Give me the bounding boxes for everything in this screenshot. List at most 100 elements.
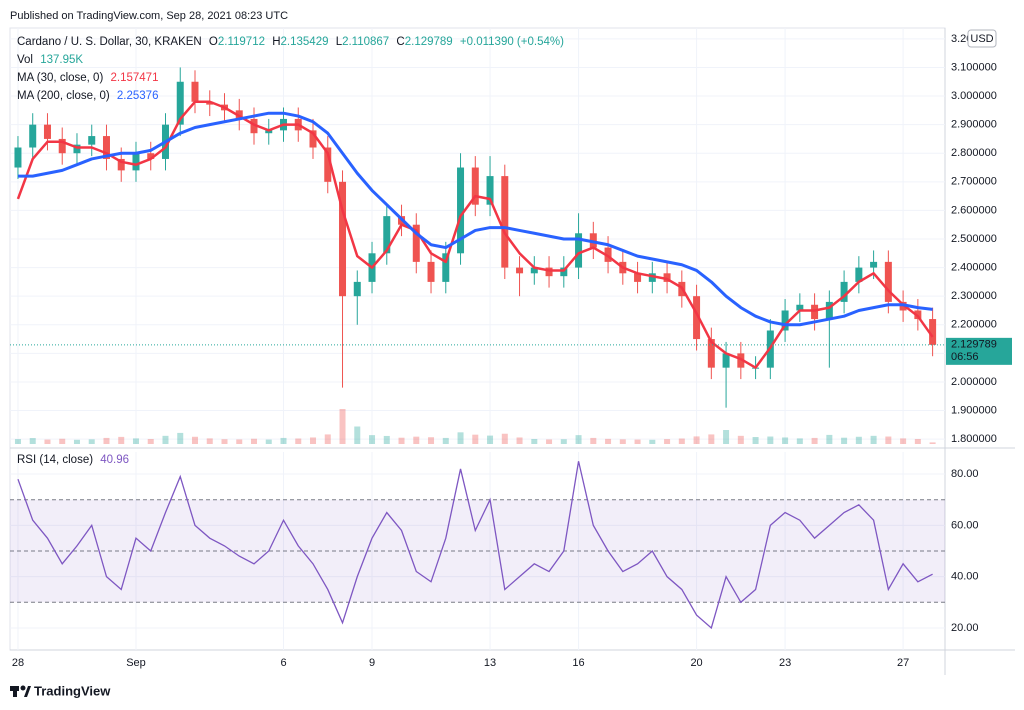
- y-tick-label: 2.000000: [951, 376, 997, 388]
- grid: [10, 28, 945, 650]
- y-tick-label: 3.100000: [951, 61, 997, 73]
- ma30-legend: MA (30, close, 0) 2.157471: [17, 72, 158, 84]
- volume-bar: [634, 439, 641, 444]
- volume-bar: [354, 426, 361, 444]
- volume-bar: [649, 439, 656, 444]
- ma-name: MA (30, close, 0): [17, 72, 103, 84]
- candle-body: [781, 310, 789, 331]
- currency: USD: [970, 33, 993, 45]
- x-tick-label: 27: [897, 657, 909, 669]
- volume-bar: [752, 437, 759, 444]
- candle-body: [339, 181, 347, 297]
- volume-bar: [162, 435, 169, 444]
- volume-bar: [251, 438, 258, 444]
- volume-bar: [605, 438, 612, 444]
- ohlc-value: 2.129789: [405, 36, 453, 48]
- candle-body: [324, 147, 332, 182]
- x-tick-label: 23: [779, 657, 791, 669]
- volume-bar: [855, 436, 862, 444]
- ma-name: MA (200, close, 0): [17, 90, 110, 102]
- candle-body: [884, 261, 892, 302]
- volume-bar: [723, 430, 730, 444]
- volume-bar: [339, 409, 346, 444]
- volume-bar: [177, 432, 184, 444]
- volume-value: 137.95K: [40, 54, 83, 66]
- ohlc-label: C: [396, 36, 404, 48]
- candle-body: [560, 267, 568, 277]
- candle-body: [427, 261, 435, 282]
- volume-bar: [73, 439, 80, 444]
- x-tick-label: Sep: [126, 657, 146, 669]
- volume-name: Vol: [17, 54, 33, 66]
- volume-bar: [546, 439, 553, 444]
- volume-bar: [265, 439, 272, 444]
- volume-bar: [590, 437, 597, 444]
- candle-body: [176, 81, 184, 125]
- x-tick-label: 6: [280, 657, 286, 669]
- ohlc-value: 2.119712: [218, 36, 265, 48]
- volume-bar: [59, 438, 66, 444]
- volume-bar: [560, 439, 567, 444]
- volume-bar: [442, 437, 449, 444]
- candle-body: [486, 176, 494, 205]
- volume-legend: Vol 137.95K: [17, 54, 83, 66]
- volume-bar: [398, 437, 405, 444]
- candle-body: [191, 81, 199, 102]
- volume-bar: [693, 436, 700, 444]
- candle-body: [648, 273, 656, 282]
- rsi-line: [17, 461, 933, 630]
- y-tick-label: 2.300000: [951, 290, 997, 302]
- last-price: 2.129789: [951, 338, 997, 350]
- volume-bar: [132, 438, 139, 444]
- y-tick-label: 1.800000: [951, 433, 997, 445]
- candle-body: [132, 153, 140, 171]
- x-tick-label: 20: [690, 657, 702, 669]
- rsi-value: 40.96: [100, 454, 129, 466]
- volume-bar: [310, 437, 317, 444]
- candle-body: [43, 124, 51, 139]
- volume-bar: [737, 435, 744, 444]
- candle-body: [855, 267, 863, 282]
- candle-body: [29, 124, 37, 148]
- candle-body: [707, 339, 715, 368]
- candle-body: [530, 267, 538, 274]
- moving-average: [17, 111, 933, 327]
- volume-bar: [900, 438, 907, 444]
- candle-body: [840, 281, 848, 302]
- volume-bar: [796, 438, 803, 444]
- rsi-title: RSI (14, close): [17, 454, 93, 466]
- y-tick-label: 20.00: [951, 622, 979, 634]
- logo-shape: [13, 686, 17, 697]
- volume-bar: [811, 437, 818, 444]
- volume-bar: [221, 439, 228, 444]
- countdown: 06:56: [951, 351, 979, 363]
- ohlc-label: L: [336, 36, 343, 48]
- marks: [10, 67, 945, 630]
- candle-body: [825, 301, 833, 320]
- candle-body: [383, 216, 391, 254]
- rsi-legend: RSI (14, close) 40.96: [17, 454, 129, 466]
- ohlc-label: H: [272, 36, 280, 48]
- volume-bar: [44, 439, 51, 444]
- candle-body: [206, 101, 214, 105]
- volume-bar: [295, 438, 302, 444]
- change: +0.011390 (+0.54%): [460, 36, 564, 48]
- candle-body: [929, 319, 937, 345]
- candle-body: [545, 267, 553, 277]
- candle-body: [870, 261, 878, 268]
- volume-bar: [487, 435, 494, 444]
- candle-body: [722, 353, 730, 368]
- candle-body: [353, 281, 361, 297]
- volume-bar: [14, 439, 21, 444]
- candle-body: [412, 224, 420, 262]
- volume-bar: [280, 437, 287, 444]
- y-tick-label: 2.500000: [951, 233, 997, 245]
- x-tick-label: 16: [572, 657, 584, 669]
- last-price-box: [946, 337, 1012, 365]
- volume-bar: [767, 436, 774, 444]
- y-tick-label: 2.200000: [951, 319, 997, 331]
- y-tick-label: 80.00: [951, 468, 979, 480]
- candle-body: [265, 130, 273, 134]
